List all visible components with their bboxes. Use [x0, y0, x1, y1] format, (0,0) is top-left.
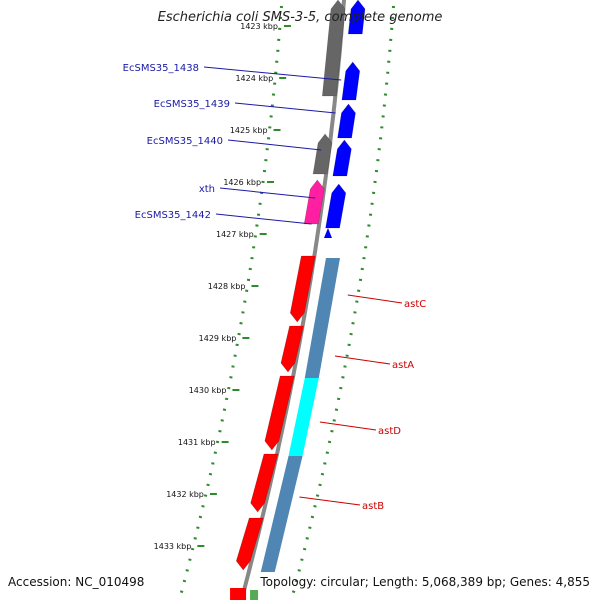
gene-label-EcSMS35_1442: EcSMS35_1442 [135, 210, 211, 221]
gene-leader-line [299, 496, 361, 506]
gene-leader-line [219, 187, 316, 199]
kbp-tick-label: 1428 kbp [208, 282, 246, 291]
gene-leader-line [347, 294, 403, 304]
cog-cyan-segment [288, 378, 319, 456]
kbp-tick-label: 1433 kbp [154, 542, 192, 551]
reverse-gene-arrow [323, 228, 332, 238]
kbp-tick-label: 1426 kbp [223, 178, 261, 187]
pseudo-gene-block [321, 0, 346, 97]
accession-label: Accession: NC_010498 [8, 575, 145, 589]
kbp-tick-label: 1431 kbp [178, 438, 216, 447]
gene-label-xth: xth [199, 184, 215, 195]
kbp-tick-label: 1432 kbp [166, 490, 204, 499]
kbp-tick-label: 1425 kbp [230, 126, 268, 135]
reverse-gene-arrow [337, 103, 356, 139]
cog-band-segment [304, 258, 340, 378]
gene-leader-line [203, 66, 342, 81]
gene-label-EcSMS35_1438: EcSMS35_1438 [123, 63, 199, 74]
cog-band-segment [260, 456, 303, 572]
gene-label-astD: astD [378, 426, 401, 437]
topology-label: Topology: circular; Length: 5,068,389 bp… [260, 575, 590, 589]
cog-segment [250, 590, 259, 602]
genome-backbone [238, 0, 347, 604]
gene-leader-line [319, 421, 377, 431]
forward-gene-arrow [230, 588, 247, 602]
gene-leader-line [234, 102, 336, 114]
forward-gene-arrow [264, 375, 295, 451]
gene-label-astA: astA [392, 360, 414, 371]
kbp-tick-label: 1424 kbp [235, 74, 273, 83]
reverse-gene-arrow [325, 183, 347, 229]
forward-gene-arrow [250, 453, 279, 513]
kbp-tick-label: 1430 kbp [189, 386, 227, 395]
reverse-gene-arrow [347, 0, 366, 35]
kbp-tick-label: 1427 kbp [216, 230, 254, 239]
gene-leader-line [227, 139, 322, 151]
kbp-tick-label: 1429 kbp [199, 334, 237, 343]
forward-gene-arrow [289, 255, 316, 323]
kbp-tick-label: 1423 kbp [240, 22, 278, 31]
gene-label-astB: astB [362, 501, 384, 512]
gene-label-astC: astC [404, 299, 426, 310]
forward-gene-arrow [280, 325, 304, 373]
gene-leader-line [334, 355, 391, 365]
gene-label-EcSMS35_1439: EcSMS35_1439 [154, 99, 230, 110]
forward-gene-arrow [235, 517, 264, 571]
reverse-gene-arrow [332, 139, 352, 177]
pseudo-gene-block [312, 133, 333, 175]
gene-label-EcSMS35_1440: EcSMS35_1440 [147, 136, 223, 147]
gene-leader-line [215, 213, 312, 225]
reverse-gene-arrow [341, 61, 361, 101]
map-title: Escherichia coli SMS-3-5, complete genom… [157, 10, 443, 25]
